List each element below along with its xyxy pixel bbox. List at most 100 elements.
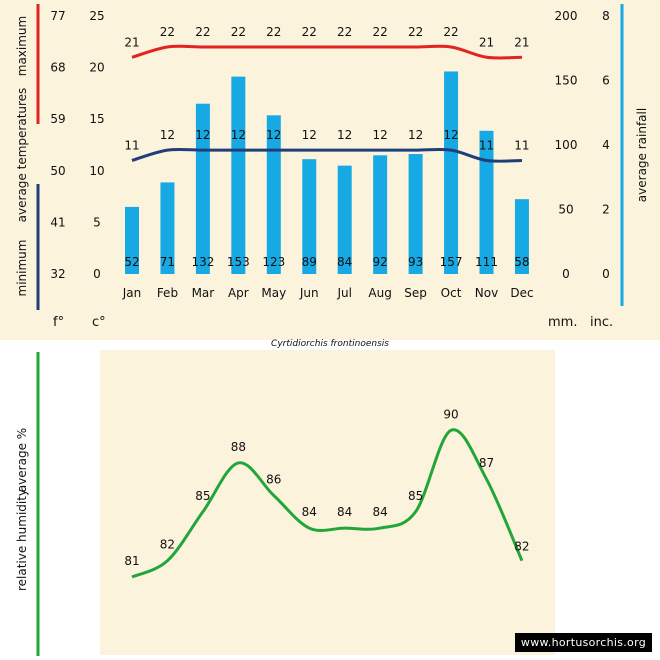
mm-tick: 200 bbox=[555, 9, 578, 23]
humidity-value-label: 82 bbox=[514, 540, 529, 554]
humidity-value-label: 84 bbox=[302, 505, 317, 519]
mm-tick: 50 bbox=[558, 203, 573, 217]
max-temp-label: 22 bbox=[195, 25, 210, 39]
rainfall-value-label: 157 bbox=[440, 255, 463, 269]
max-temp-label: 22 bbox=[408, 25, 423, 39]
humidity-axis-title-rel: relative humidity bbox=[15, 489, 29, 591]
max-temp-label: 21 bbox=[479, 35, 494, 49]
unit-mm: mm. bbox=[548, 315, 577, 330]
rainfall-value-label: 92 bbox=[373, 255, 388, 269]
min-temp-label: 12 bbox=[266, 128, 281, 142]
rainfall-bar bbox=[266, 115, 281, 274]
humidity-value-label: 90 bbox=[443, 407, 458, 421]
mm-tick: 100 bbox=[555, 138, 578, 152]
rainfall-bar bbox=[231, 76, 246, 274]
min-temp-label: 11 bbox=[479, 138, 494, 152]
humidity-panel bbox=[100, 350, 555, 655]
max-temp-label: 22 bbox=[266, 25, 281, 39]
month-label: Jun bbox=[299, 286, 319, 300]
month-label: Sep bbox=[404, 286, 427, 300]
inch-tick: 2 bbox=[602, 203, 610, 217]
unit-fahrenheit: f° bbox=[53, 315, 64, 330]
humidity-line bbox=[131, 428, 524, 579]
month-label: Jan bbox=[122, 286, 142, 300]
humidity-plot: average %relative humidity 81 82 85 88 86 84 84… bbox=[15, 352, 530, 656]
rainfall-bar bbox=[337, 165, 352, 274]
month-label: Dec bbox=[510, 286, 533, 300]
rainfall-bar bbox=[160, 182, 175, 274]
species-caption: Cyrtidiorchis frontinoensis bbox=[271, 339, 389, 349]
rainfall-value-label: 123 bbox=[262, 255, 285, 269]
celsius-tick: 10 bbox=[89, 164, 104, 178]
celsius-tick: 5 bbox=[93, 215, 101, 229]
min-temp-label: 12 bbox=[443, 128, 458, 142]
max-temp-label: 22 bbox=[302, 25, 317, 39]
rainfall-bar bbox=[514, 199, 529, 274]
inch-tick: 8 bbox=[602, 9, 610, 23]
month-label: Mar bbox=[192, 286, 215, 300]
mm-tick: 150 bbox=[555, 74, 578, 88]
humidity-value-label: 85 bbox=[195, 489, 210, 503]
celsius-tick: 15 bbox=[89, 112, 104, 126]
rainfall-value-label: 58 bbox=[514, 255, 529, 269]
min-temp-label: 11 bbox=[124, 138, 139, 152]
min-temp-label: 12 bbox=[160, 128, 175, 142]
fahrenheit-tick: 77 bbox=[50, 9, 65, 23]
humidity-value-label: 88 bbox=[231, 440, 246, 454]
fahrenheit-tick: 59 bbox=[50, 112, 65, 126]
rainfall-bar bbox=[195, 103, 210, 274]
rainfall-bar bbox=[373, 155, 388, 274]
fahrenheit-tick: 68 bbox=[50, 61, 65, 75]
rainfall-value-label: 153 bbox=[227, 255, 250, 269]
min-temp-line bbox=[131, 147, 522, 163]
max-temp-label: 21 bbox=[514, 35, 529, 49]
min-temp-label: 12 bbox=[337, 128, 352, 142]
min-temp-label: 12 bbox=[408, 128, 423, 142]
min-temp-label: 12 bbox=[195, 128, 210, 142]
humidity-value-label: 81 bbox=[124, 554, 139, 568]
humidity-value-label: 85 bbox=[408, 489, 423, 503]
inch-tick: 0 bbox=[602, 267, 610, 281]
temperature-rainfall-plot: average temperatures maximum minimum averag… bbox=[15, 4, 649, 310]
fahrenheit-tick: 41 bbox=[50, 215, 65, 229]
rainfall-bar bbox=[408, 154, 423, 274]
rainfall-bar bbox=[125, 206, 139, 274]
min-temp-label: 12 bbox=[231, 128, 246, 142]
rainfall-value-label: 84 bbox=[337, 255, 352, 269]
rainfall-value-label: 93 bbox=[408, 255, 423, 269]
month-label: Aug bbox=[368, 286, 391, 300]
unit-celsius: c° bbox=[92, 315, 106, 330]
max-temp-label: 22 bbox=[373, 25, 388, 39]
month-label: Nov bbox=[475, 286, 498, 300]
inch-tick: 4 bbox=[602, 138, 610, 152]
maximum-label: maximum bbox=[15, 16, 29, 76]
celsius-tick: 25 bbox=[89, 9, 104, 23]
celsius-tick: 20 bbox=[89, 61, 104, 75]
humidity-value-label: 87 bbox=[479, 456, 494, 470]
rainfall-value-label: 89 bbox=[302, 255, 317, 269]
watermark: www.hortusorchis.org bbox=[514, 633, 652, 652]
mm-tick: 0 bbox=[562, 267, 570, 281]
month-label: Feb bbox=[157, 286, 178, 300]
rainfall-value-label: 132 bbox=[191, 255, 214, 269]
minimum-label: minimum bbox=[15, 240, 29, 297]
rainfall-value-label: 52 bbox=[124, 255, 139, 269]
max-temp-label: 22 bbox=[160, 25, 175, 39]
min-temp-label: 11 bbox=[514, 138, 529, 152]
humidity-value-label: 86 bbox=[266, 473, 281, 487]
month-label: Apr bbox=[228, 286, 249, 300]
humidity-value-label: 82 bbox=[160, 538, 175, 552]
month-label: Oct bbox=[441, 286, 462, 300]
rainfall-bar bbox=[444, 71, 459, 274]
temperature-rainfall-panel bbox=[0, 0, 660, 340]
min-temp-label: 12 bbox=[373, 128, 388, 142]
humidity-axis-title-avg: average % bbox=[15, 428, 29, 492]
rainfall-value-label: 71 bbox=[160, 255, 175, 269]
temperature-axis-title: average temperatures bbox=[15, 88, 29, 223]
rainfall-bar bbox=[302, 159, 317, 274]
humidity-value-label: 84 bbox=[337, 505, 352, 519]
max-temp-line bbox=[131, 44, 522, 60]
rainfall-value-label: 111 bbox=[475, 255, 498, 269]
max-temp-label: 22 bbox=[231, 25, 246, 39]
